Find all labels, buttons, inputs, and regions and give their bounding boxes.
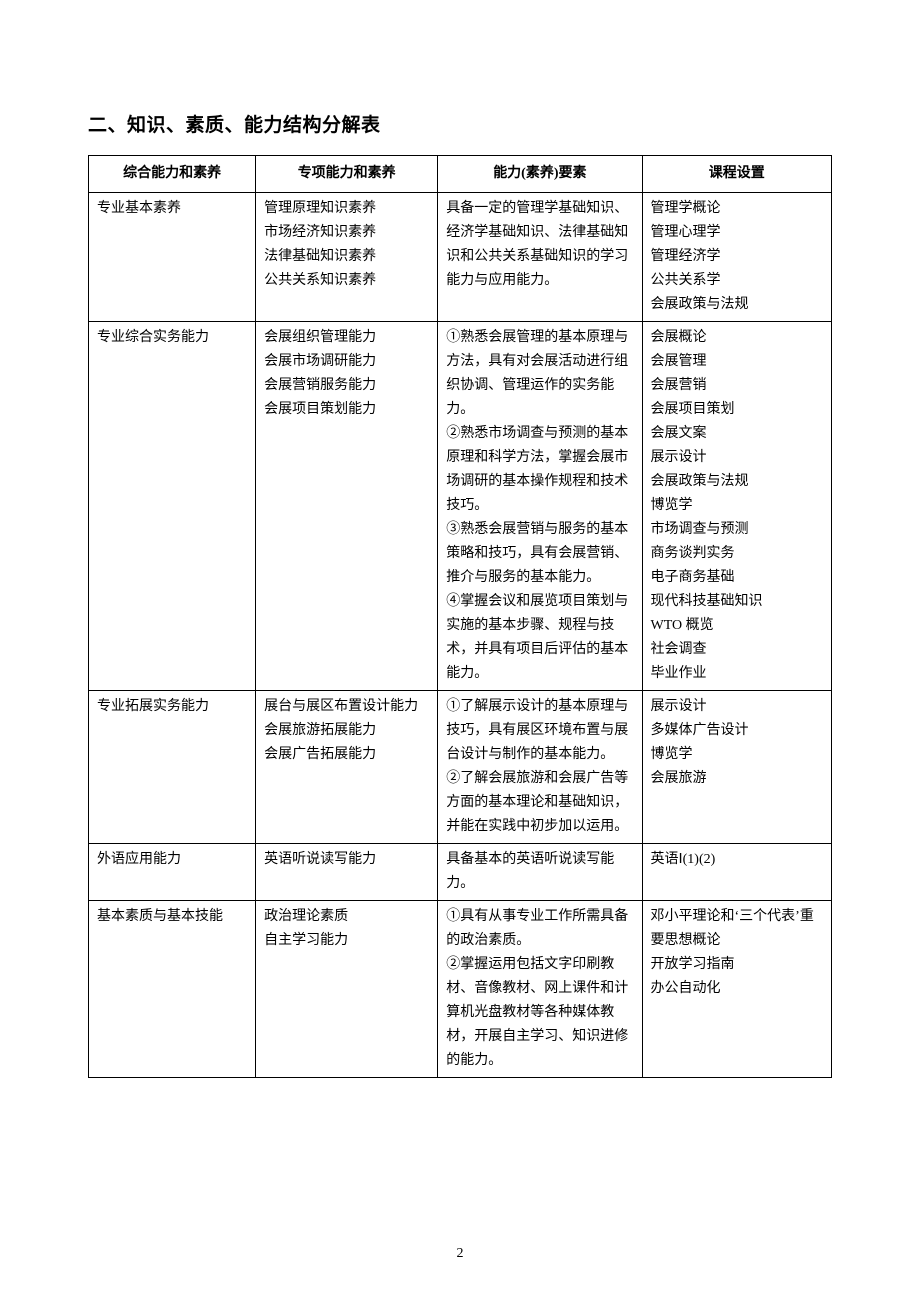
- cell-col3: ①了解展示设计的基本原理与技巧，具有展区环境布置与展台设计与制作的基本能力。②了…: [438, 691, 642, 844]
- cell-col4: 邓小平理论和‘三个代表’重要思想概论开放学习指南办公自动化: [642, 901, 831, 1078]
- capability-table: 综合能力和素养 专项能力和素养 能力(素养)要素 课程设置 专业基本素养 管理原…: [88, 155, 832, 1078]
- cell-col1: 专业拓展实务能力: [89, 691, 256, 844]
- section-title: 二、知识、素质、能力结构分解表: [88, 110, 832, 137]
- table-header-row: 综合能力和素养 专项能力和素养 能力(素养)要素 课程设置: [89, 156, 832, 193]
- cell-col2: 英语听说读写能力: [256, 844, 438, 901]
- cell-col1: 专业基本素养: [89, 193, 256, 322]
- cell-col2: 政治理论素质自主学习能力: [256, 901, 438, 1078]
- table-row: 专业基本素养 管理原理知识素养市场经济知识素养法律基础知识素养公共关系知识素养 …: [89, 193, 832, 322]
- page-root: 二、知识、素质、能力结构分解表 综合能力和素养 专项能力和素养 能力(素养)要素…: [0, 0, 920, 1302]
- cell-col3: ①熟悉会展管理的基本原理与方法，具有对会展活动进行组织协调、管理运作的实务能力。…: [438, 322, 642, 691]
- cell-col4: 展示设计多媒体广告设计博览学会展旅游: [642, 691, 831, 844]
- cell-col2: 展台与展区布置设计能力会展旅游拓展能力会展广告拓展能力: [256, 691, 438, 844]
- cell-col1: 专业综合实务能力: [89, 322, 256, 691]
- cell-col3: ①具有从事专业工作所需具备的政治素质。②掌握运用包括文字印刷教材、音像教材、网上…: [438, 901, 642, 1078]
- cell-col1: 外语应用能力: [89, 844, 256, 901]
- cell-col1: 基本素质与基本技能: [89, 901, 256, 1078]
- cell-col2: 管理原理知识素养市场经济知识素养法律基础知识素养公共关系知识素养: [256, 193, 438, 322]
- table-row: 专业拓展实务能力 展台与展区布置设计能力会展旅游拓展能力会展广告拓展能力 ①了解…: [89, 691, 832, 844]
- cell-col3: 具备一定的管理学基础知识、经济学基础知识、法律基础知识和公共关系基础知识的学习能…: [438, 193, 642, 322]
- cell-col4: 会展概论会展管理会展营销会展项目策划会展文案展示设计会展政策与法规博览学市场调查…: [642, 322, 831, 691]
- table-row: 外语应用能力 英语听说读写能力 具备基本的英语听说读写能力。 英语Ⅰ(1)(2): [89, 844, 832, 901]
- table-row: 专业综合实务能力 会展组织管理能力会展市场调研能力会展营销服务能力会展项目策划能…: [89, 322, 832, 691]
- col-header-1: 综合能力和素养: [89, 156, 256, 193]
- table-row: 基本素质与基本技能 政治理论素质自主学习能力 ①具有从事专业工作所需具备的政治素…: [89, 901, 832, 1078]
- col-header-3: 能力(素养)要素: [438, 156, 642, 193]
- cell-col4: 英语Ⅰ(1)(2): [642, 844, 831, 901]
- cell-col2: 会展组织管理能力会展市场调研能力会展营销服务能力会展项目策划能力: [256, 322, 438, 691]
- cell-col3: 具备基本的英语听说读写能力。: [438, 844, 642, 901]
- col-header-4: 课程设置: [642, 156, 831, 193]
- page-number: 2: [0, 1246, 920, 1262]
- cell-col4: 管理学概论管理心理学管理经济学公共关系学会展政策与法规: [642, 193, 831, 322]
- col-header-2: 专项能力和素养: [256, 156, 438, 193]
